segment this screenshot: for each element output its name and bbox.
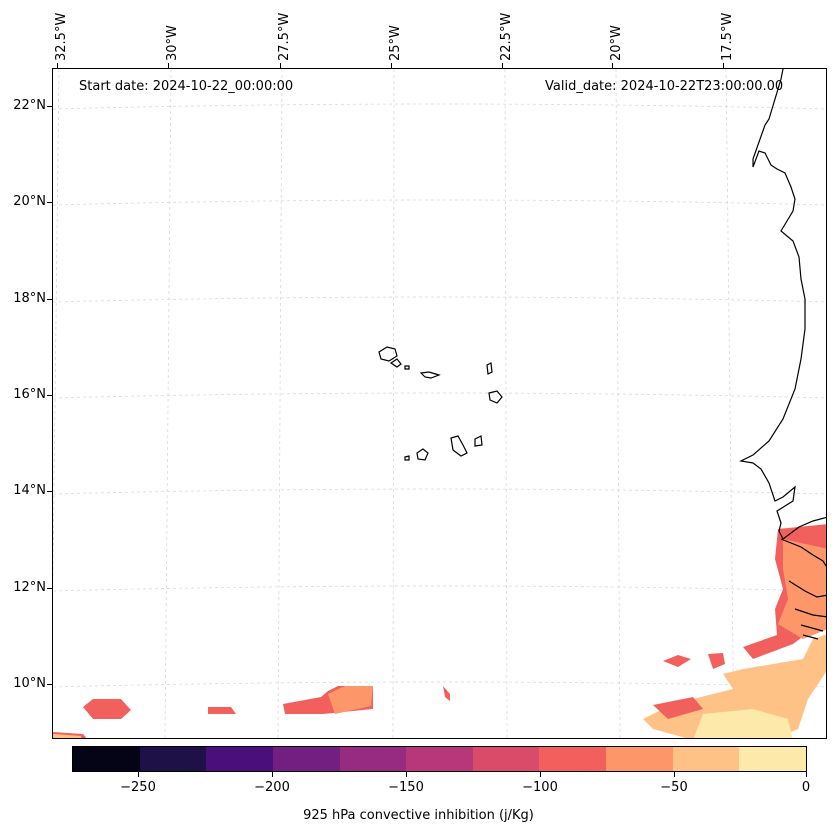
island-santo-antao [378,346,398,362]
lat-tick [47,684,52,685]
coast-mainland [739,69,826,540]
meridian-27-5w [277,69,283,738]
colorbar-segment [472,747,540,771]
meridian-22-5w [504,69,508,738]
lon-tick [502,63,503,68]
valid-date-label: Valid_date: 2024-10-22T23:00:00.00 [545,79,784,94]
colorbar-segment [206,747,273,771]
colorbar-tick [540,772,541,777]
lon-label-27-5w: 27.5°W [277,12,292,61]
cin-patch [328,686,373,714]
start-date-label: Start date: 2024-10-22_00:00:00 [79,79,294,94]
meridian-17-5w [725,69,735,738]
graticule [53,69,826,738]
lat-tick [47,202,52,203]
colorbar-tick [674,772,675,777]
colorbar-tick-label: −200 [254,780,290,795]
colorbar-tick-label: −150 [388,780,424,795]
colorbar-segment [272,747,340,771]
cin-patch [693,709,793,738]
colorbar-tick [806,772,807,777]
colorbar-segment [672,747,740,771]
cin-patch [653,697,703,719]
island-fogo [416,448,429,461]
lat-label-14n: 14°N [13,483,46,498]
parallel-18n [53,296,826,303]
lat-tick [47,588,52,589]
island-sao-vicente [389,358,402,368]
lat-tick [47,395,52,396]
colorbar-segment [139,747,207,771]
lon-tick [168,63,169,68]
cin-patch [443,686,450,701]
colorbar-segment [606,747,673,771]
colorbar-segment [406,747,473,771]
lon-tick [391,63,392,68]
lat-label-22n: 22°N [13,98,46,113]
lon-label-25w: 25°W [388,25,403,61]
colorbar-segment [539,747,607,771]
island-maio [474,435,483,447]
colorbar-title: 925 hPa convective inhibition (j/Kg) [303,808,534,823]
map-panel: Start date: 2024-10-22_00:00:00 Valid_da… [52,68,827,739]
parallel-12n [53,585,826,592]
cin-patch [708,653,725,669]
cin-patch [663,655,691,667]
lat-label-12n: 12°N [13,580,46,595]
coast-bijagos [780,538,826,640]
lon-tick [612,63,613,68]
parallel-14n [53,488,826,495]
lat-tick [47,106,52,107]
meridian-30w [164,69,172,738]
parallel-22n [53,103,826,110]
cin-contours [53,524,826,738]
lat-tick [47,299,52,300]
lat-label-10n: 10°N [13,676,46,691]
meridian-20w [615,69,621,738]
lon-label-17-5w: 17.5°W [720,12,735,61]
colorbar-tick [406,772,407,777]
colorbar-segment [339,747,407,771]
lon-label-32-5w: 32.5°W [54,12,69,61]
parallel-16n [53,392,826,399]
cin-patch [208,707,236,714]
lon-tick [57,63,58,68]
coastline [739,69,826,640]
colorbar-tick-label: 0 [801,780,811,795]
colorbar-tick-label: −250 [120,780,156,795]
colorbar-segment [739,747,807,771]
meridian-32-5w [53,69,60,606]
lat-label-20n: 20°N [13,194,46,209]
lon-tick [723,63,724,68]
island-brava [404,455,410,461]
map-canvas [53,69,826,738]
colorbar-tick [138,772,139,777]
parallel-20n [53,199,826,206]
lat-tick [47,491,52,492]
island-sao-nicolau [419,371,441,379]
lon-tick [280,63,281,68]
lon-label-30w: 30°W [165,25,180,61]
cape-verde-islands [378,346,503,461]
cin-patch [53,734,81,738]
parallel-10n [53,681,826,688]
island-boa-vista [488,390,503,404]
lon-label-20w: 20°W [609,25,624,61]
colorbar-tick-label: −100 [522,780,558,795]
cin-patch [83,699,131,719]
colorbar [72,746,807,772]
lat-label-16n: 16°N [13,387,46,402]
colorbar-tick-label: −50 [660,780,688,795]
lat-label-18n: 18°N [13,291,46,306]
island-santiago [450,435,468,457]
island-santa-luzia [404,365,410,370]
lon-label-22-5w: 22.5°W [499,12,514,61]
colorbar-segment [73,747,140,771]
island-sal [486,362,493,375]
meridian-25w [392,69,395,738]
colorbar-tick [272,772,273,777]
